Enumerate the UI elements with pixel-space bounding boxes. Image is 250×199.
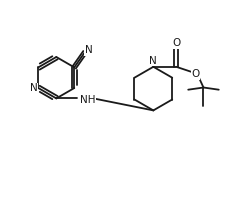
Text: N: N (85, 45, 93, 55)
Text: N: N (30, 83, 37, 93)
Text: O: O (173, 38, 181, 48)
Text: O: O (191, 69, 199, 79)
Text: NH: NH (80, 95, 95, 105)
Text: N: N (150, 56, 157, 66)
